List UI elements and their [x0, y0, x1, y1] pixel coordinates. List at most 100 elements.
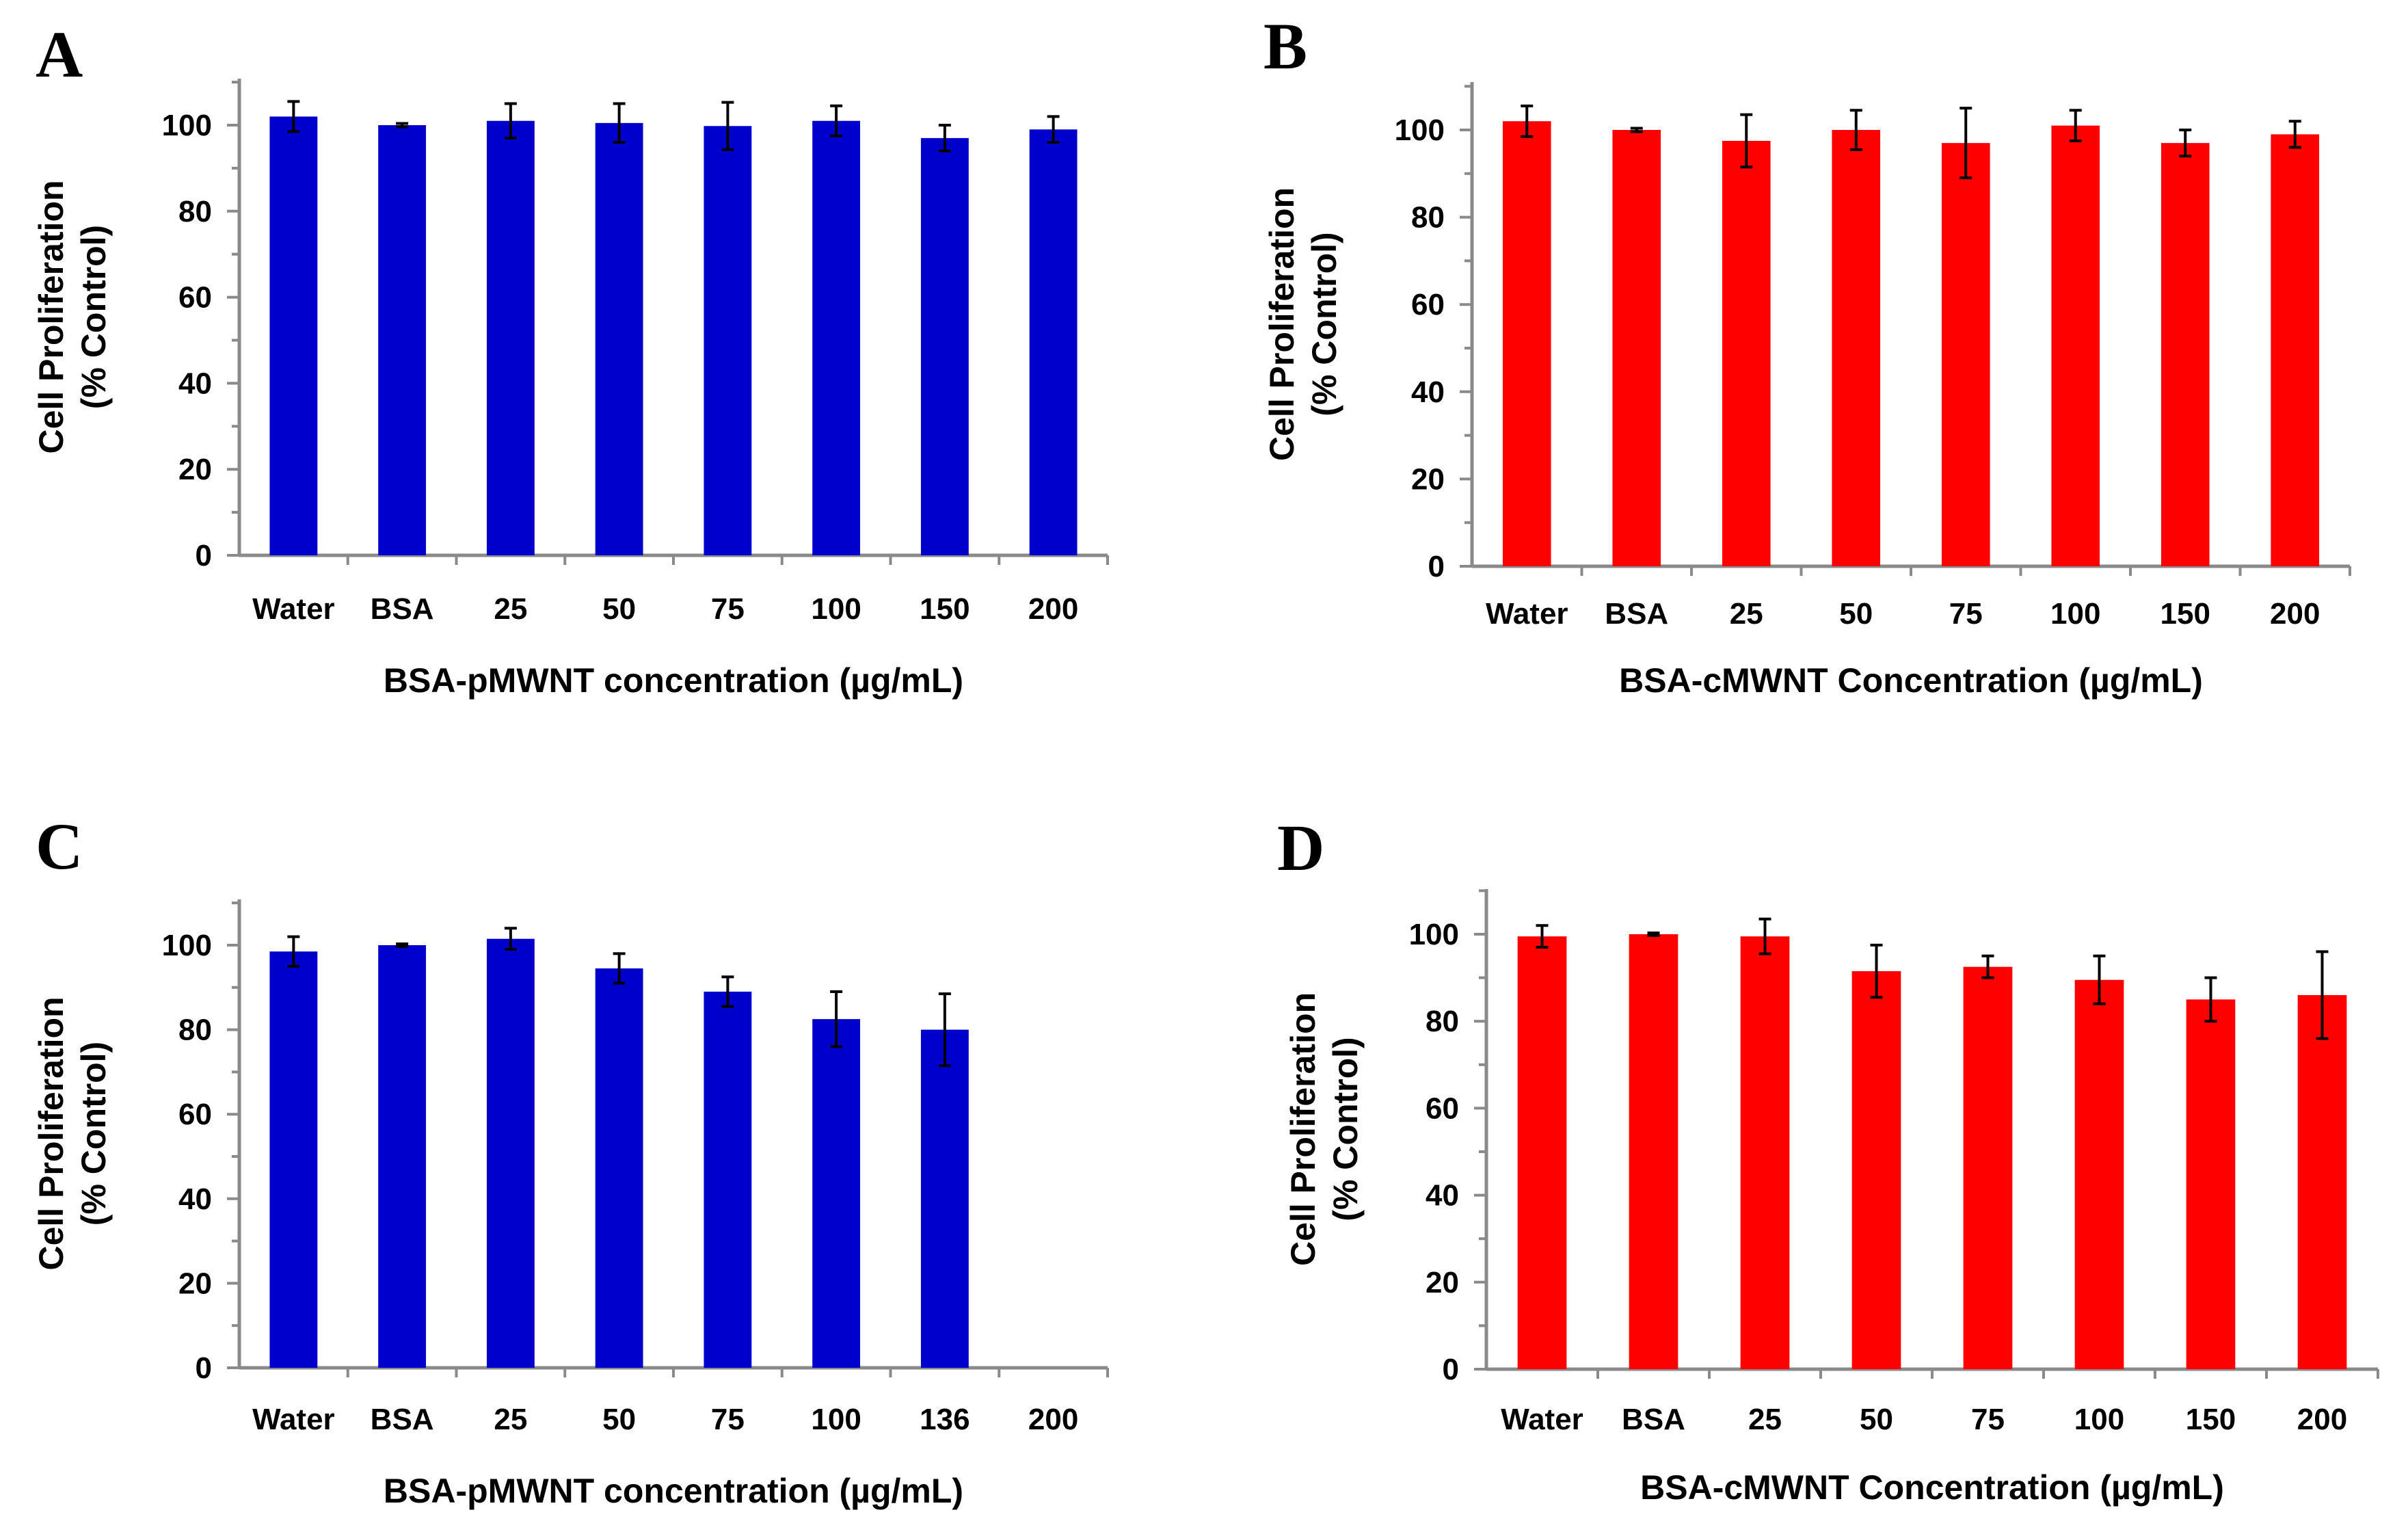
y-tick-label: 0 [1428, 550, 1445, 583]
bar-25 [486, 938, 535, 1368]
x-tick-label: 25 [494, 1403, 527, 1436]
y-tick-label: 20 [178, 453, 212, 486]
y-axis-title: Cell Proliferation (% Control) [1263, 187, 1343, 461]
error-bar-25 [504, 102, 517, 140]
x-tick-label: 50 [1860, 1403, 1893, 1436]
y-axis-title: Cell Proliferation (% Control) [32, 996, 113, 1270]
x-tick-label: BSA [1622, 1403, 1685, 1436]
error-bar-75 [1981, 954, 1994, 979]
bar-BSA [378, 945, 427, 1368]
bar-BSA [378, 125, 427, 555]
error-bar-50 [1849, 109, 1862, 151]
y-tick-label: 60 [178, 1098, 212, 1131]
error-bar-BSA [396, 122, 409, 129]
bar-200 [1029, 129, 1078, 556]
y-tick-label: 80 [1426, 1005, 1459, 1038]
y-tick-label: 40 [178, 367, 212, 400]
bar-200 [2297, 995, 2347, 1369]
error-bar-100 [830, 104, 843, 137]
x-tick-label: 100 [2074, 1403, 2124, 1436]
panel-B: B 0 20 40 60 80 100 Water BSA 25 50 75 100 150 200 BSA-… [1263, 10, 2351, 700]
panel-D: D 0 20 40 60 80 100 Water BSA 25 50 75 100 150 200 BSA-… [1277, 811, 2379, 1507]
bar-150 [920, 137, 969, 555]
y-tick-label: 100 [162, 929, 212, 962]
bar-50 [1832, 130, 1881, 566]
x-tick-label: Water [252, 592, 335, 626]
x-tick-label: BSA [1605, 597, 1668, 631]
x-tick-label: 150 [2186, 1403, 2236, 1436]
y-tick-label: 0 [196, 539, 212, 572]
y-tick-label: 0 [1443, 1353, 1459, 1386]
bar-25 [1740, 936, 1790, 1369]
error-bar-150 [2204, 976, 2217, 1023]
x-tick-label: 200 [1028, 592, 1078, 626]
x-tick-label: Water [252, 1403, 335, 1436]
x-tick-label: 50 [602, 592, 636, 626]
y-tick-label: 20 [1411, 462, 1445, 496]
bar-75 [1963, 966, 2013, 1369]
x-tick-label: 75 [711, 1403, 745, 1436]
panel-letter: A [36, 18, 83, 91]
bar-25 [486, 120, 535, 555]
y-axis-title: Cell Proliferation (% Control) [32, 180, 113, 453]
bar-150 [2186, 999, 2236, 1369]
error-bar-100 [830, 990, 843, 1048]
bar-50 [1851, 971, 1901, 1369]
y-tick-label: 100 [1409, 918, 1459, 951]
x-tick-label: 100 [2050, 597, 2100, 631]
panel-letter: C [36, 810, 83, 883]
x-axis-title: BSA-cMWNT Concentration (µg/mL) [1640, 1468, 2224, 1507]
bar-100 [2051, 125, 2100, 566]
y-tick-label: 100 [1395, 114, 1445, 147]
error-bar-100 [2069, 109, 2082, 142]
bar-Water [1517, 936, 1567, 1369]
error-bar-Water [1521, 104, 1534, 138]
bar-50 [595, 968, 643, 1368]
x-axis-title: BSA-pMWNT concentration (µg/mL) [384, 661, 963, 700]
x-axis-title: BSA-pMWNT concentration (µg/mL) [384, 1472, 963, 1510]
bar-Water [269, 951, 318, 1368]
error-bar-50 [1870, 943, 1883, 999]
error-bar-Water [287, 935, 300, 968]
bar-BSA [1629, 934, 1678, 1369]
y-tick-label: 60 [1426, 1092, 1459, 1125]
error-bar-BSA [1647, 931, 1660, 937]
x-tick-label: 25 [1730, 597, 1763, 631]
panel-letter: D [1277, 811, 1324, 884]
bar-100 [2074, 979, 2124, 1369]
error-bar-50 [613, 102, 626, 144]
error-bar-Water [287, 100, 300, 133]
y-tick-label: 20 [178, 1267, 212, 1300]
y-tick-label: 40 [1426, 1179, 1459, 1213]
x-tick-label: BSA [371, 592, 434, 626]
error-bar-150 [938, 124, 951, 153]
y-tick-label: 100 [162, 109, 212, 142]
bar-Water [1502, 121, 1551, 567]
bar-Water [269, 116, 318, 556]
error-bar-25 [504, 927, 517, 951]
bar-75 [704, 126, 752, 555]
y-tick-label: 80 [178, 195, 212, 228]
y-axis-title: Cell Proliferation (% Control) [1284, 992, 1365, 1266]
x-tick-label: 25 [1748, 1403, 1782, 1436]
bar-75 [1941, 143, 1990, 566]
error-bar-50 [613, 952, 626, 985]
x-tick-label: 50 [1839, 597, 1873, 631]
x-tick-label: BSA [371, 1403, 434, 1436]
error-bar-200 [1047, 115, 1060, 144]
bar-150 [2160, 143, 2210, 566]
bar-200 [2271, 134, 2320, 566]
x-tick-label: 50 [602, 1403, 636, 1436]
y-tick-label: 60 [1411, 288, 1445, 321]
x-tick-label: 200 [1028, 1403, 1078, 1436]
error-bar-200 [2316, 950, 2329, 1040]
error-bar-136 [938, 992, 951, 1068]
error-bar-100 [2093, 954, 2106, 1005]
bar-100 [812, 1019, 861, 1368]
error-bar-150 [2179, 129, 2192, 158]
bar-136 [920, 1029, 969, 1368]
bar-BSA [1612, 130, 1661, 566]
bar-50 [595, 122, 643, 556]
x-tick-label: Water [1486, 597, 1568, 631]
